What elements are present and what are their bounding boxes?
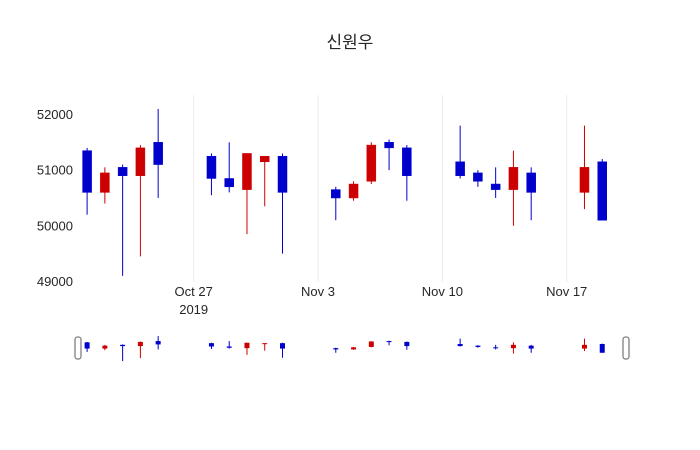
chart-title: 신원우 [326,33,374,52]
candle-body [508,167,519,190]
candle-body [117,167,128,176]
candle-body [135,147,146,176]
candle[interactable] [277,153,288,254]
rangeslider-candle [368,341,374,348]
rangeslider-candle [404,341,410,350]
rangeslider-candle [528,344,534,353]
rangeslider-candle [280,342,285,358]
y-axis-tick-label: 52000 [37,107,73,122]
candle[interactable] [455,125,465,179]
candle[interactable] [117,164,128,276]
candle[interactable] [135,145,146,257]
candle-body [348,183,359,199]
rangeslider-candle [386,340,392,346]
candle[interactable] [473,170,483,187]
candle-body [402,147,412,176]
candle-body [579,167,590,193]
candle-body [82,150,92,193]
rangeslider-handle-left[interactable] [74,336,82,360]
candle[interactable] [526,167,536,221]
candle[interactable] [206,153,217,196]
candle[interactable] [331,186,341,221]
rangeslider-candle [599,343,605,353]
rangeslider-candle [493,344,499,350]
rangeslider-candle [208,342,214,349]
x-axis-tick-label: Nov 3 [301,284,335,299]
rangeslider-candle [102,344,108,351]
candle-body [490,183,501,190]
y-axis-tick-label: 51000 [37,163,73,178]
candle[interactable] [259,155,270,207]
candle[interactable] [597,159,607,221]
candle[interactable] [242,153,252,235]
candle-body [366,144,377,182]
rangeslider-candle [137,341,143,359]
candle-body [455,161,465,176]
candle[interactable] [224,142,234,193]
rangeslider-candle [581,338,587,352]
rangeslider-candle [510,342,516,354]
rangeslider-candle [244,342,250,355]
rangeslider[interactable] [74,331,633,365]
candle[interactable] [153,108,163,198]
candle[interactable] [82,147,92,215]
candle[interactable] [490,167,501,198]
y-axis-tick-label: 49000 [37,274,73,289]
x-axis-tick-label: Nov 10 [422,284,463,299]
candle-body [277,155,288,193]
rangeslider-candle [262,343,268,351]
candle[interactable] [384,139,394,171]
candle[interactable] [402,145,412,201]
rangeslider-candle [84,341,90,352]
rangeslider-candle [475,345,481,348]
candle-body [153,142,163,165]
rangeslider-candle [351,346,357,350]
candle-body [206,155,217,179]
rangeslider-candle [333,347,339,353]
candle-body [473,172,483,182]
candle-body [242,153,252,190]
candle-body [100,172,110,193]
candle-body [259,155,270,163]
x-axis-tick-label: Nov 17 [546,284,587,299]
rangeslider-candle [120,344,126,362]
rangeslider-candle [226,341,232,349]
candle[interactable] [508,150,519,226]
rangeslider-candle [457,338,463,347]
candle-body [597,161,607,221]
rangeslider-candle [155,336,161,350]
rangeslider-handle-right[interactable] [622,336,630,360]
candle[interactable] [100,167,110,204]
candle-body [331,189,341,199]
y-axis-tick-label: 50000 [37,218,73,233]
candle-body [526,172,536,193]
candle-body [224,178,234,188]
candle[interactable] [579,125,590,210]
x-axis-tick-label: Oct 27 [175,284,213,299]
candle[interactable] [348,181,359,201]
candle-body [384,142,394,149]
candle[interactable] [366,142,377,185]
x-axis-year-label: 2019 [179,302,208,317]
